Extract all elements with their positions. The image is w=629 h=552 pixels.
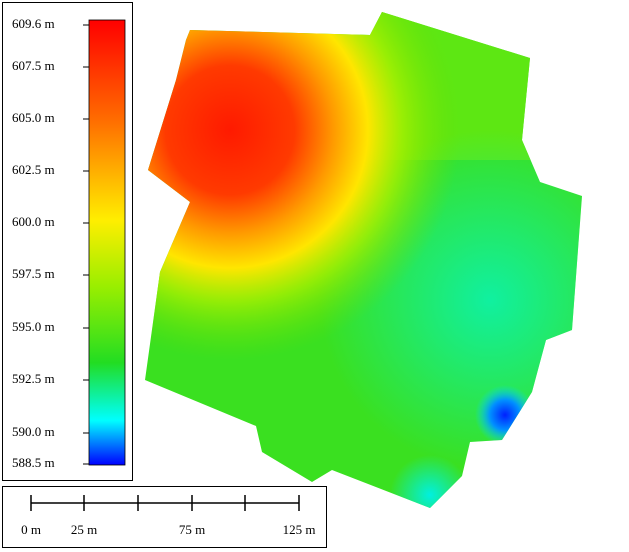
scale-bar-ticks (30, 495, 300, 511)
legend-label: 600.0 m (12, 214, 55, 229)
scale-label: 75 m (179, 522, 205, 537)
scale-label: 0 m (21, 522, 41, 537)
color-ramp (88, 19, 126, 466)
legend-label: 605.0 m (12, 110, 55, 125)
scale-bar-labels: 0 m 25 m 75 m 125 m (21, 522, 315, 537)
scale-label: 125 m (283, 522, 316, 537)
legend-label: 590.0 m (12, 424, 55, 439)
legend-labels: 609.6 m 607.5 m 605.0 m 602.5 m 600.0 m 597.5… (12, 16, 89, 470)
scale-bar-box (2, 486, 327, 548)
legend-label: 607.5 m (12, 58, 55, 73)
legend-label: 597.5 m (12, 266, 55, 281)
elevation-raster (145, 12, 582, 508)
legend-label: 592.5 m (12, 371, 55, 386)
legend-label: 602.5 m (12, 162, 55, 177)
legend-label: 595.0 m (12, 319, 55, 334)
legend-label: 588.5 m (12, 455, 55, 470)
scale-label: 25 m (71, 522, 97, 537)
legend-label: 609.6 m (12, 16, 55, 31)
